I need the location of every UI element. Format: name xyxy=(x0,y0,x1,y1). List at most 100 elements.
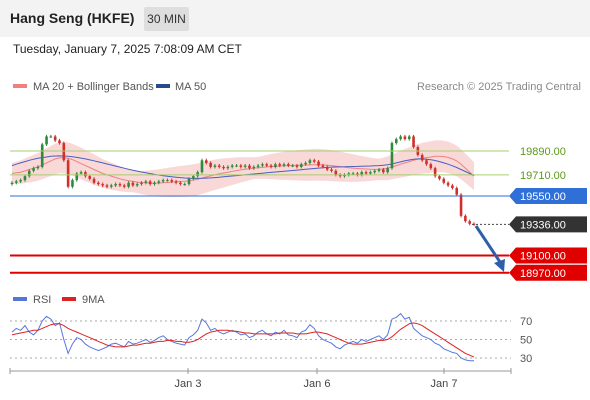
level-label-box xyxy=(509,216,587,233)
x-tick-label: Jan 3 xyxy=(175,378,202,390)
candle xyxy=(62,141,66,162)
forecast-arrow xyxy=(474,225,505,272)
candle xyxy=(438,174,441,181)
candle xyxy=(101,182,104,187)
rsi-plot: 70 50 30 xyxy=(10,312,532,365)
candle xyxy=(140,181,143,186)
candle xyxy=(88,174,92,181)
candle xyxy=(420,153,424,162)
candle xyxy=(468,219,471,226)
candle xyxy=(248,163,251,170)
candle xyxy=(312,158,316,164)
candle xyxy=(222,165,225,170)
candle xyxy=(192,174,195,181)
candle xyxy=(200,158,204,174)
candle xyxy=(343,173,346,178)
x-axis: Jan 3 Jan 6 Jan 7 xyxy=(9,368,512,390)
candle xyxy=(338,173,342,178)
candle xyxy=(19,178,22,184)
candle xyxy=(209,161,212,169)
candle xyxy=(15,179,18,185)
candle xyxy=(455,186,459,197)
level-label: 19100.00 xyxy=(520,251,566,263)
candle xyxy=(282,162,286,168)
candle xyxy=(40,142,44,169)
candle xyxy=(127,181,130,189)
candle xyxy=(170,178,174,184)
candle xyxy=(230,163,234,169)
candle xyxy=(23,174,27,182)
candle xyxy=(235,163,238,168)
timeframe-button[interactable]: 30 MIN xyxy=(144,7,189,31)
ma20-line xyxy=(11,155,475,184)
ma50-legend-label: MA 50 xyxy=(175,81,206,93)
candle xyxy=(356,171,359,177)
level-label: 19710.00 xyxy=(520,170,566,182)
candle xyxy=(330,167,333,173)
copyright-text: Research © 2025 Trading Central xyxy=(417,81,581,93)
candle xyxy=(217,163,221,169)
candle xyxy=(92,177,96,185)
rsi-line xyxy=(11,312,474,362)
rsi-legend-swatch xyxy=(13,297,27,301)
candle xyxy=(377,167,381,173)
rsi-ma-legend-swatch xyxy=(62,297,76,301)
candle xyxy=(53,134,57,142)
candle xyxy=(32,166,35,173)
candle xyxy=(451,183,454,190)
candle xyxy=(399,134,402,141)
candle xyxy=(459,193,463,218)
candle xyxy=(382,167,385,174)
price-plot xyxy=(10,134,476,226)
rsi-tick-label: 50 xyxy=(520,335,532,347)
rsi-tick-label: 30 xyxy=(520,353,532,365)
candle xyxy=(58,138,61,145)
candle xyxy=(274,162,277,169)
candle xyxy=(304,161,307,166)
level-label: 19550.00 xyxy=(520,191,566,203)
level-label: 18970.00 xyxy=(520,268,566,280)
price-levels: 19890.00 19710.00 19550.00 19336.00 19100.00… xyxy=(10,146,587,281)
rsi-ma-line xyxy=(11,322,475,358)
candle xyxy=(317,160,320,168)
x-tick-label: Jan 6 xyxy=(304,378,331,390)
candle xyxy=(390,141,394,170)
candle xyxy=(204,158,208,165)
rsi-ma-legend-label: 9MA xyxy=(82,294,105,306)
candle xyxy=(360,170,364,177)
level-label-box xyxy=(509,247,587,264)
candle xyxy=(325,165,329,172)
candle xyxy=(442,177,446,185)
candle xyxy=(287,162,290,168)
candle xyxy=(135,182,139,187)
candle xyxy=(66,158,70,189)
candle xyxy=(196,170,199,178)
candle xyxy=(261,162,264,168)
candle xyxy=(166,178,169,182)
timestamp: Tuesday, January 7, 2025 7:08:09 AM CET xyxy=(13,42,242,56)
candle xyxy=(75,171,79,182)
x-tick-label: Jan 7 xyxy=(431,378,458,390)
header-bar xyxy=(0,0,590,37)
candle xyxy=(144,179,148,185)
candle xyxy=(265,162,269,168)
candle xyxy=(321,163,325,169)
candle xyxy=(157,179,161,185)
ma20-legend-label: MA 20 + Bollinger Bands xyxy=(33,81,154,93)
candle xyxy=(122,183,126,189)
candle xyxy=(403,134,407,141)
candle xyxy=(97,181,100,186)
candle xyxy=(161,178,165,184)
candle xyxy=(153,181,156,186)
candle xyxy=(105,183,109,189)
candle xyxy=(10,181,14,186)
candle xyxy=(299,162,303,169)
candle xyxy=(269,163,273,169)
candle xyxy=(464,214,467,223)
level-label-box xyxy=(509,188,587,204)
bollinger-band xyxy=(12,140,474,198)
candle xyxy=(213,163,217,169)
candle xyxy=(373,169,376,174)
candle xyxy=(49,134,53,139)
